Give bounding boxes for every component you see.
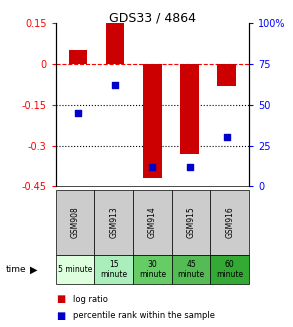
Bar [106,23,125,64]
Point [187,164,192,169]
Point [113,82,117,88]
Text: 45
minute: 45 minute [178,260,205,280]
Text: GSM914: GSM914 [148,206,157,238]
Text: GDS33 / 4864: GDS33 / 4864 [109,11,196,25]
Bar [143,64,162,178]
Text: GSM916: GSM916 [225,206,234,238]
Text: GSM915: GSM915 [187,206,195,238]
Point [150,164,155,169]
Text: GSM908: GSM908 [71,206,79,238]
Text: 30
minute: 30 minute [139,260,166,280]
Point [76,110,80,115]
Text: log ratio: log ratio [73,295,108,304]
Text: ■: ■ [56,311,65,320]
Text: 5 minute: 5 minute [58,265,92,274]
Bar [69,50,87,64]
Text: ■: ■ [56,294,65,304]
Bar [217,64,236,86]
Point [224,135,229,140]
Bar [180,64,199,154]
Text: time: time [6,265,26,274]
Text: ▶: ▶ [30,265,38,275]
Text: GSM913: GSM913 [109,206,118,238]
Text: percentile rank within the sample: percentile rank within the sample [73,311,215,320]
Text: 60
minute: 60 minute [216,260,243,280]
Text: 15
minute: 15 minute [100,260,127,280]
